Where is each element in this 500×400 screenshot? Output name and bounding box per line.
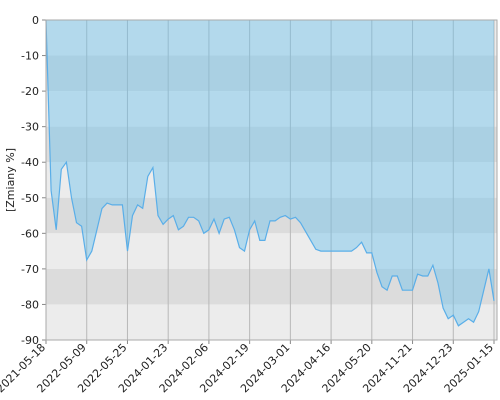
y-axis-label: [Zmiany %] [4,148,17,212]
background-band [46,126,497,163]
y-tick-label: -70 [21,263,39,276]
y-tick-label: -50 [21,192,39,205]
background-band [46,304,497,340]
background-band [46,197,497,234]
plot-frame [45,19,498,341]
background-band [46,162,497,198]
background-band [46,20,497,56]
background-band [46,268,497,305]
y-tick-label: -20 [21,85,39,98]
background-band [46,233,497,269]
y-tick-label: 0 [32,14,39,27]
y-tick-label: -10 [21,50,39,63]
area [46,20,494,326]
y-tick-label: -90 [21,334,39,347]
y-tick-label: -60 [21,227,39,240]
background-band [46,91,497,127]
line [45,19,495,327]
y-tick-label: -30 [21,121,39,134]
background-band [46,55,497,92]
y-tick-label: -80 [21,298,39,311]
y-tick-label: -40 [21,156,39,169]
